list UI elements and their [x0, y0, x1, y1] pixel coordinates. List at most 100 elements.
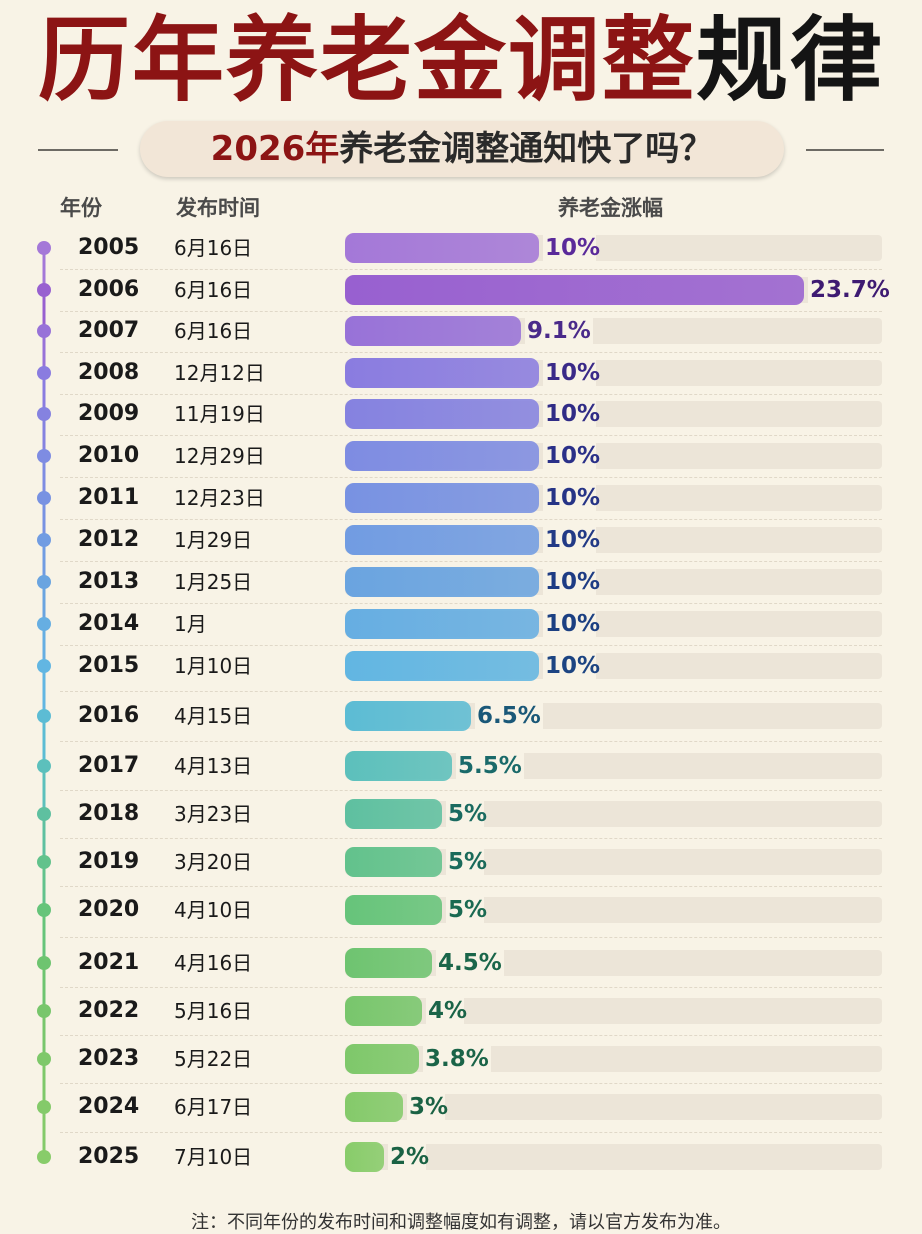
label-backdrop — [426, 996, 464, 1026]
label-backdrop — [543, 525, 596, 555]
row-separator — [60, 987, 882, 988]
release-date: 6月16日 — [174, 278, 253, 302]
subtitle-divider-left — [38, 149, 118, 151]
increase-value-label: 3% — [409, 1094, 449, 1120]
increase-value-label: 10% — [545, 485, 601, 511]
label-backdrop — [436, 948, 504, 978]
increase-value-label: 6.5% — [477, 703, 541, 729]
label-backdrop — [543, 441, 596, 471]
year-label: 2025 — [78, 1144, 140, 1169]
label-backdrop — [475, 701, 543, 731]
row-separator — [60, 1083, 882, 1084]
release-date: 1月10日 — [174, 654, 253, 678]
label-backdrop — [446, 799, 484, 829]
increase-bar — [345, 1092, 403, 1122]
row-separator — [60, 561, 882, 562]
year-label: 2009 — [78, 401, 140, 426]
label-backdrop — [388, 1142, 426, 1172]
timeline-dot — [37, 709, 51, 723]
row-separator — [60, 645, 882, 646]
increase-bar — [345, 751, 452, 781]
increase-bar — [345, 895, 442, 925]
title-red-part: 历年养老金调整 — [37, 7, 696, 114]
footnote: 注：不同年份的发布时间和调整幅度如有调整，请以官方发布为准。 — [191, 1212, 731, 1233]
subtitle-text: 养老金调整通知快了吗？ — [339, 129, 714, 169]
increase-bar — [345, 651, 539, 681]
increase-value-label: 10% — [545, 401, 601, 427]
row-separator — [60, 790, 882, 791]
release-date: 12月12日 — [174, 361, 265, 385]
timeline-dot — [37, 807, 51, 821]
label-backdrop — [808, 275, 891, 305]
row-separator — [60, 1035, 882, 1036]
increase-value-label: 5.5% — [458, 753, 522, 779]
year-label: 2020 — [78, 897, 140, 922]
year-label: 2007 — [78, 318, 140, 343]
increase-value-label: 9.1% — [527, 318, 591, 344]
row-separator — [60, 886, 882, 887]
label-backdrop — [543, 399, 596, 429]
release-date: 1月29日 — [174, 528, 253, 552]
year-label: 2023 — [78, 1046, 140, 1071]
increase-bar — [345, 233, 539, 263]
increase-value-label: 10% — [545, 235, 601, 261]
release-date: 12月23日 — [174, 486, 265, 510]
timeline-dot — [37, 1100, 51, 1114]
increase-bar — [345, 567, 539, 597]
row-separator — [60, 352, 882, 353]
timeline-dot — [37, 283, 51, 297]
page-title: 历年养老金调整规律 — [0, 2, 922, 120]
label-backdrop — [423, 1044, 491, 1074]
year-label: 2019 — [78, 849, 140, 874]
release-date: 11月19日 — [174, 402, 265, 426]
year-label: 2022 — [78, 998, 140, 1023]
release-date: 1月25日 — [174, 570, 253, 594]
title-black-part: 规律 — [696, 7, 885, 114]
release-date: 12月29日 — [174, 444, 265, 468]
year-label: 2013 — [78, 569, 140, 594]
label-backdrop — [543, 358, 596, 388]
year-label: 2006 — [78, 277, 140, 302]
release-date: 5月16日 — [174, 999, 253, 1023]
year-label: 2018 — [78, 801, 140, 826]
increase-bar — [345, 609, 539, 639]
year-label: 2016 — [78, 703, 140, 728]
label-backdrop — [543, 567, 596, 597]
timeline-dot — [37, 855, 51, 869]
increase-bar — [345, 275, 804, 305]
row-separator — [60, 937, 882, 938]
increase-value-label: 5% — [448, 801, 488, 827]
increase-bar — [345, 358, 539, 388]
label-backdrop — [456, 751, 524, 781]
timeline-dot — [37, 1150, 51, 1164]
row-separator — [60, 311, 882, 312]
increase-value-label: 3.8% — [425, 1046, 489, 1072]
release-date: 4月10日 — [174, 898, 253, 922]
column-header-year: 年份 — [60, 196, 102, 220]
increase-bar — [345, 316, 521, 346]
release-date: 6月17日 — [174, 1095, 253, 1119]
label-backdrop — [525, 316, 593, 346]
row-separator — [60, 435, 882, 436]
increase-value-label: 4% — [428, 998, 468, 1024]
timeline-dot — [37, 1004, 51, 1018]
release-date: 5月22日 — [174, 1047, 253, 1071]
increase-bar — [345, 399, 539, 429]
increase-value-label: 23.7% — [810, 277, 890, 303]
increase-value-label: 10% — [545, 360, 601, 386]
label-backdrop — [543, 651, 596, 681]
release-date: 3月23日 — [174, 802, 253, 826]
bar-track — [345, 950, 882, 976]
increase-value-label: 10% — [545, 527, 601, 553]
row-separator — [60, 394, 882, 395]
release-date: 3月20日 — [174, 850, 253, 874]
timeline-dot — [37, 533, 51, 547]
timeline-dot — [37, 407, 51, 421]
label-backdrop — [543, 233, 596, 263]
label-backdrop — [446, 895, 484, 925]
increase-bar — [345, 1142, 384, 1172]
increase-value-label: 4.5% — [438, 950, 502, 976]
year-label: 2017 — [78, 753, 140, 778]
column-header-date: 发布时间 — [176, 196, 260, 220]
release-date: 7月10日 — [174, 1145, 253, 1169]
